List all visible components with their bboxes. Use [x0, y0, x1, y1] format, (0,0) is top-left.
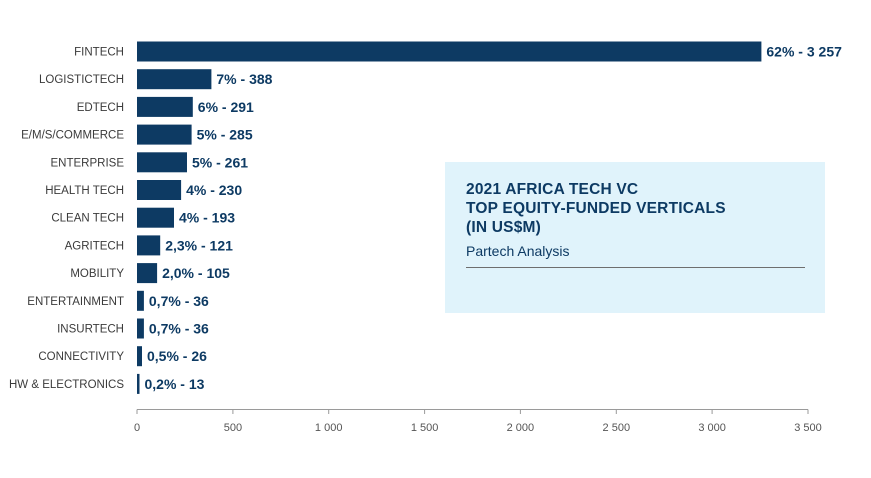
data-label-5: 4% - 230: [186, 182, 242, 198]
category-label-11: CONNECTIVITY: [38, 351, 124, 363]
data-label-4: 5% - 261: [192, 154, 248, 170]
chart-subtitle: Partech Analysis: [466, 243, 570, 259]
category-label-9: ENTERTAINMENT: [27, 296, 124, 308]
bar-5: [137, 180, 182, 200]
data-label-2: 6% - 291: [198, 99, 254, 115]
x-tick-label-5: 2 500: [603, 422, 631, 434]
x-tick-label-0: 0: [134, 422, 140, 434]
category-label-7: AGRITECH: [65, 240, 124, 252]
chart-title-line-1: 2021 AFRICA TECH VC: [466, 181, 639, 198]
data-label-9: 0,7% - 36: [149, 293, 209, 309]
title-underline: [466, 267, 805, 268]
category-label-6: CLEAN TECH: [51, 213, 124, 225]
bar-0: [137, 41, 762, 62]
data-label-11: 0,5% - 26: [147, 348, 207, 364]
x-tick-label-2: 1 000: [315, 422, 343, 434]
data-label-10: 0,7% - 36: [149, 321, 209, 337]
data-label-7: 2,3% - 121: [165, 237, 233, 253]
data-label-12: 0,2% - 13: [145, 376, 205, 392]
data-label-6: 4% - 193: [179, 210, 235, 226]
chart-title-box: 2021 AFRICA TECH VC TOP EQUITY-FUNDED VE…: [445, 162, 825, 313]
bar-9: [137, 290, 144, 311]
bar-6: [137, 207, 174, 228]
bar-12: [137, 373, 140, 394]
category-label-1: LOGISTICTECH: [39, 74, 124, 86]
title-box-background: [445, 162, 825, 313]
data-label-8: 2,0% - 105: [162, 265, 230, 281]
category-label-5: HEALTH TECH: [45, 185, 124, 197]
bar-8: [137, 263, 158, 284]
bar-11: [137, 346, 142, 367]
category-label-3: E/M/S/COMMERCE: [21, 130, 124, 142]
bar-2: [137, 96, 193, 117]
category-label-12: HW & ELECTRONICS: [9, 379, 124, 391]
x-tick-label-7: 3 500: [794, 422, 822, 434]
bar-7: [137, 235, 161, 256]
category-label-2: EDTECH: [77, 102, 124, 114]
x-tick-label-6: 3 000: [698, 422, 726, 434]
category-label-10: INSURTECH: [57, 324, 124, 336]
bars-layer: FINTECH 62% - 3 257 LOGISTICTECH 7% - 388 ED…: [9, 41, 842, 394]
x-tick-label-4: 2 000: [507, 422, 535, 434]
chart-title-line-2: TOP EQUITY-FUNDED VERTICALS: [466, 200, 726, 217]
category-label-0: FINTECH: [74, 47, 124, 59]
bar-10: [137, 318, 144, 339]
x-tick-label-3: 1 500: [411, 422, 439, 434]
bar-1: [137, 69, 212, 90]
x-tick-label-1: 500: [224, 422, 242, 434]
category-label-8: MOBILITY: [70, 268, 124, 280]
category-label-4: ENTERPRISE: [51, 157, 125, 169]
data-label-0: 62% - 3 257: [766, 44, 842, 60]
data-label-1: 7% - 388: [216, 71, 272, 87]
chart-title-line-3: (IN US$M): [466, 219, 541, 236]
bar-3: [137, 124, 192, 145]
x-axis: 0 500 1 000 1 500 2 000 2 500 3 000 3 500: [134, 409, 822, 434]
bar-4: [137, 152, 187, 173]
data-label-3: 5% - 285: [197, 127, 253, 143]
